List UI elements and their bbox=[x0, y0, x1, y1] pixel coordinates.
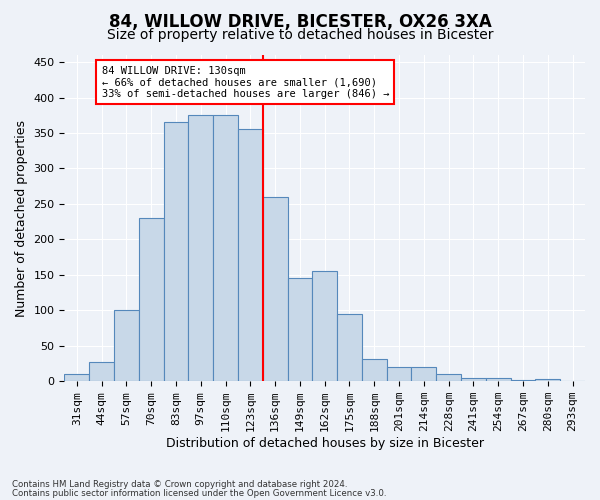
X-axis label: Distribution of detached houses by size in Bicester: Distribution of detached houses by size … bbox=[166, 437, 484, 450]
Bar bbox=[535, 379, 560, 381]
Text: 84, WILLOW DRIVE, BICESTER, OX26 3XA: 84, WILLOW DRIVE, BICESTER, OX26 3XA bbox=[109, 12, 491, 30]
Bar bbox=[263, 197, 287, 381]
Text: Size of property relative to detached houses in Bicester: Size of property relative to detached ho… bbox=[107, 28, 493, 42]
Text: 84 WILLOW DRIVE: 130sqm
← 66% of detached houses are smaller (1,690)
33% of semi: 84 WILLOW DRIVE: 130sqm ← 66% of detache… bbox=[101, 66, 389, 99]
Bar bbox=[164, 122, 188, 381]
Bar bbox=[287, 278, 313, 381]
Text: Contains public sector information licensed under the Open Government Licence v3: Contains public sector information licen… bbox=[12, 490, 386, 498]
Bar bbox=[386, 367, 412, 381]
Bar bbox=[139, 218, 164, 381]
Bar bbox=[461, 378, 486, 381]
Bar bbox=[511, 380, 535, 381]
Bar bbox=[64, 374, 89, 381]
Bar bbox=[486, 378, 511, 381]
Bar bbox=[362, 358, 386, 381]
Bar bbox=[114, 310, 139, 381]
Text: Contains HM Land Registry data © Crown copyright and database right 2024.: Contains HM Land Registry data © Crown c… bbox=[12, 480, 347, 489]
Bar bbox=[412, 367, 436, 381]
Bar bbox=[188, 116, 213, 381]
Bar bbox=[313, 272, 337, 381]
Bar bbox=[238, 130, 263, 381]
Bar bbox=[89, 362, 114, 381]
Bar bbox=[337, 314, 362, 381]
Bar bbox=[436, 374, 461, 381]
Bar bbox=[213, 116, 238, 381]
Y-axis label: Number of detached properties: Number of detached properties bbox=[15, 120, 28, 316]
